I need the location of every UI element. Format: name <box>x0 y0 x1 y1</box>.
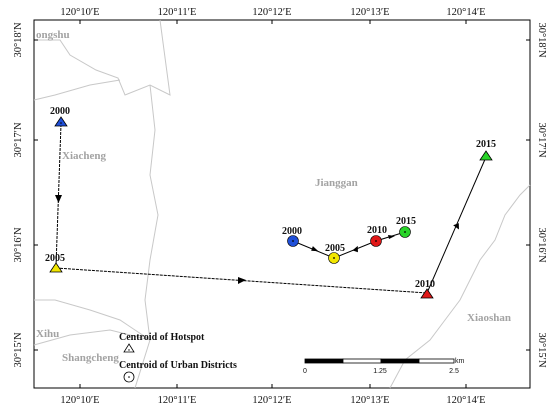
urban-year-label: 2010 <box>367 225 387 236</box>
legend-urban-label: Centroid of Urban Districts <box>119 360 237 371</box>
region-label-xihu: Xihu <box>36 328 59 340</box>
region-label-gongshu: ongshu <box>36 29 70 41</box>
arrow-marker <box>388 235 395 239</box>
left-tick-label: 30°17′N <box>13 122 24 157</box>
scale-label: 2.5 <box>449 368 459 375</box>
top-tick-label: 120°14′E <box>446 7 485 18</box>
top-tick-label: 120°11′E <box>158 7 197 18</box>
hotspot-marker-2000 <box>54 116 68 127</box>
tick-marks <box>34 20 530 388</box>
region-label-xiacheng: Xiacheng <box>62 150 107 162</box>
hotspot-marker-2010 <box>420 288 434 299</box>
bottom-tick-label: 120°11′E <box>158 395 197 406</box>
arrow-marker <box>352 245 358 253</box>
left-tick-label: 30°18′N <box>13 22 24 57</box>
urban-year-label: 2005 <box>325 243 345 254</box>
bottom-tick-label: 120°10′E <box>60 395 99 406</box>
top-tick-label: 120°12′E <box>252 7 291 18</box>
scale-bar <box>304 358 455 364</box>
scale-label: 1.25 <box>373 368 387 375</box>
scale-label: 0 <box>303 368 307 375</box>
district-boundaries <box>33 19 531 389</box>
arrow-marker <box>453 223 459 230</box>
arrow-marker <box>238 277 246 284</box>
hotspot-year-label: 2005 <box>45 253 65 264</box>
right-tick-label: 30°15′N <box>536 332 547 367</box>
hotspot-marker-2015 <box>479 150 493 161</box>
arrow-marker <box>55 195 62 203</box>
right-tick-label: 30°18′N <box>536 22 547 57</box>
hotspot-year-label: 2000 <box>50 106 70 117</box>
legend-triangle-icon <box>123 343 135 353</box>
region-label-jianggan: Jianggan <box>315 177 358 189</box>
top-tick-label: 120°10′E <box>60 7 99 18</box>
region-label-shangcheng: Shangcheng <box>62 352 119 364</box>
bottom-tick-label: 120°14′E <box>446 395 485 406</box>
left-tick-label: 30°16′N <box>13 227 24 262</box>
legend-hotspot-label: Centroid of Hotspot <box>119 332 205 343</box>
arrow-marker <box>311 246 319 252</box>
hotspot-year-label: 2015 <box>476 139 496 150</box>
right-tick-label: 30°17′N <box>536 122 547 157</box>
bottom-tick-label: 120°12′E <box>252 395 291 406</box>
scale-unit: km <box>455 358 465 365</box>
urban-year-label: 2015 <box>396 216 416 227</box>
hotspot-marker-2005 <box>49 262 63 273</box>
bottom-tick-label: 120°13′E <box>350 395 389 406</box>
left-tick-label: 30°15′N <box>13 332 24 367</box>
hotspot-year-label: 2010 <box>415 279 435 290</box>
right-tick-label: 30°16′N <box>536 227 547 262</box>
map-frame <box>33 19 531 389</box>
top-tick-label: 120°13′E <box>350 7 389 18</box>
region-label-xiaoshan: Xiaoshan <box>467 312 511 324</box>
urban-year-label: 2000 <box>282 226 302 237</box>
